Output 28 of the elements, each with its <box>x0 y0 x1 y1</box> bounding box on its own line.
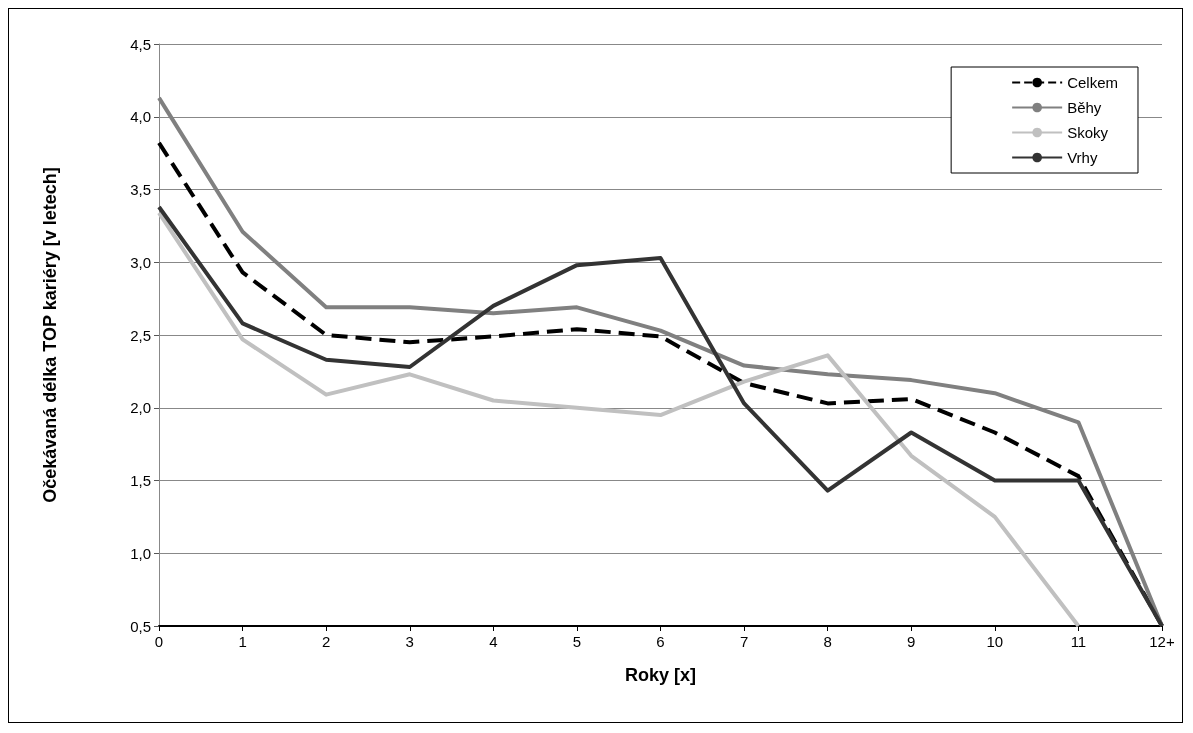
legend-label: Skoky <box>1067 124 1109 141</box>
y-tick-label: 4,0 <box>130 108 151 126</box>
x-tick-label: 11 <box>1070 633 1087 650</box>
x-tick-label: 2 <box>321 633 331 650</box>
x-tick-label: 4 <box>489 633 498 650</box>
legend-label: Vrhy <box>1067 149 1098 166</box>
x-tick-label: 8 <box>823 633 832 650</box>
x-tick-label: 7 <box>739 633 749 650</box>
y-tick-label: 1,5 <box>130 472 151 489</box>
x-tick-label: 12+ <box>1149 633 1175 650</box>
x-tick-label: 10 <box>986 633 1004 650</box>
y-tick-label: 4,5 <box>130 35 151 53</box>
y-tick-label: 2,0 <box>130 399 151 417</box>
y-tick-label: 1,0 <box>130 544 151 562</box>
x-tick-label: 1 <box>238 633 247 650</box>
x-tick-label: 9 <box>907 633 916 650</box>
legend-label: Celkem <box>1067 74 1119 91</box>
x-axis-title: Roky [x] <box>624 665 697 685</box>
x-tick-label: 6 <box>656 633 665 650</box>
y-tick-label: 2,5 <box>130 326 151 344</box>
y-tick-label: 3,0 <box>130 253 151 271</box>
legend-label: Běhy <box>1067 99 1102 116</box>
x-tick-label: 0 <box>154 633 164 650</box>
y-axis-title: Očekávaná délka TOP kariéry [v letech] <box>40 167 60 503</box>
x-tick-label: 3 <box>405 633 414 650</box>
x-tick-label: 5 <box>572 633 582 650</box>
y-tick-label: 0,5 <box>130 617 151 635</box>
y-tick-label: 3,5 <box>130 181 151 198</box>
